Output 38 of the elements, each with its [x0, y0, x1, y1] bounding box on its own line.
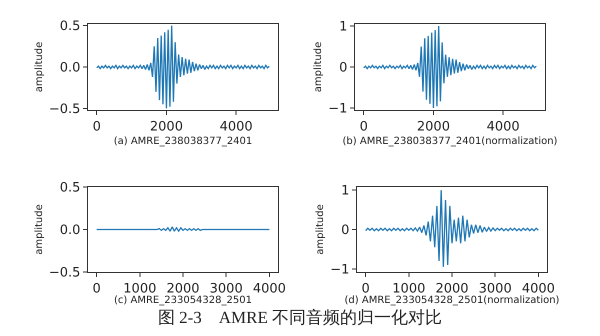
x-tick-label: 2000: [150, 120, 183, 135]
y-axis-title: amplitude: [315, 204, 326, 255]
y-tick-label: 1: [341, 184, 350, 199]
y-tick-label: −1: [330, 262, 350, 278]
x-axis-title: (d) AMRE_233054328_2501(normalization): [344, 295, 560, 306]
y-tick-label: 1: [339, 20, 348, 35]
x-tick-label: 2000: [166, 282, 200, 297]
x-axis-title: (a) AMRE_238038377_2401: [114, 136, 252, 148]
y-axis-title: amplitude: [34, 42, 45, 92]
y-tick-label: 0.0: [60, 223, 80, 238]
x-tick-label: 4000: [252, 282, 286, 297]
y-tick-label: 0: [341, 223, 350, 238]
y-axis-title: amplitude: [313, 42, 324, 92]
x-tick-label: 0: [92, 282, 101, 297]
y-tick-label: 0.5: [60, 19, 80, 34]
x-tick-label: 1000: [392, 282, 426, 297]
x-tick-label: 0: [92, 120, 101, 135]
x-axis-title: (b) AMRE_238038377_2401(normalization): [342, 136, 558, 148]
x-tick-label: 4000: [486, 120, 520, 135]
line-series: [363, 25, 537, 109]
y-tick-label: 0: [339, 60, 348, 76]
y-axis-title: amplitude: [34, 204, 45, 255]
x-tick-label: 3000: [210, 282, 243, 297]
line-series: [364, 190, 540, 268]
x-tick-label: 2000: [416, 120, 450, 135]
x-tick-label: 0: [362, 282, 370, 297]
y-tick-label: 0.0: [60, 60, 80, 76]
x-tick-label: 4000: [220, 120, 253, 135]
x-tick-label: 0: [360, 120, 368, 135]
y-tick-label: −0.5: [48, 266, 80, 281]
y-tick-label: 0.5: [60, 180, 80, 196]
y-tick-label: −0.5: [48, 102, 80, 117]
x-axis-title: (c) AMRE_233054328_2501: [114, 295, 252, 306]
y-tick-label: −1: [328, 102, 348, 116]
caption: 图 2-3 AMRE 不同音频的归一化对比: [156, 307, 444, 329]
x-tick-label: 1000: [123, 282, 156, 297]
x-tick-label: 2000: [435, 282, 469, 297]
line-series: [96, 25, 270, 109]
